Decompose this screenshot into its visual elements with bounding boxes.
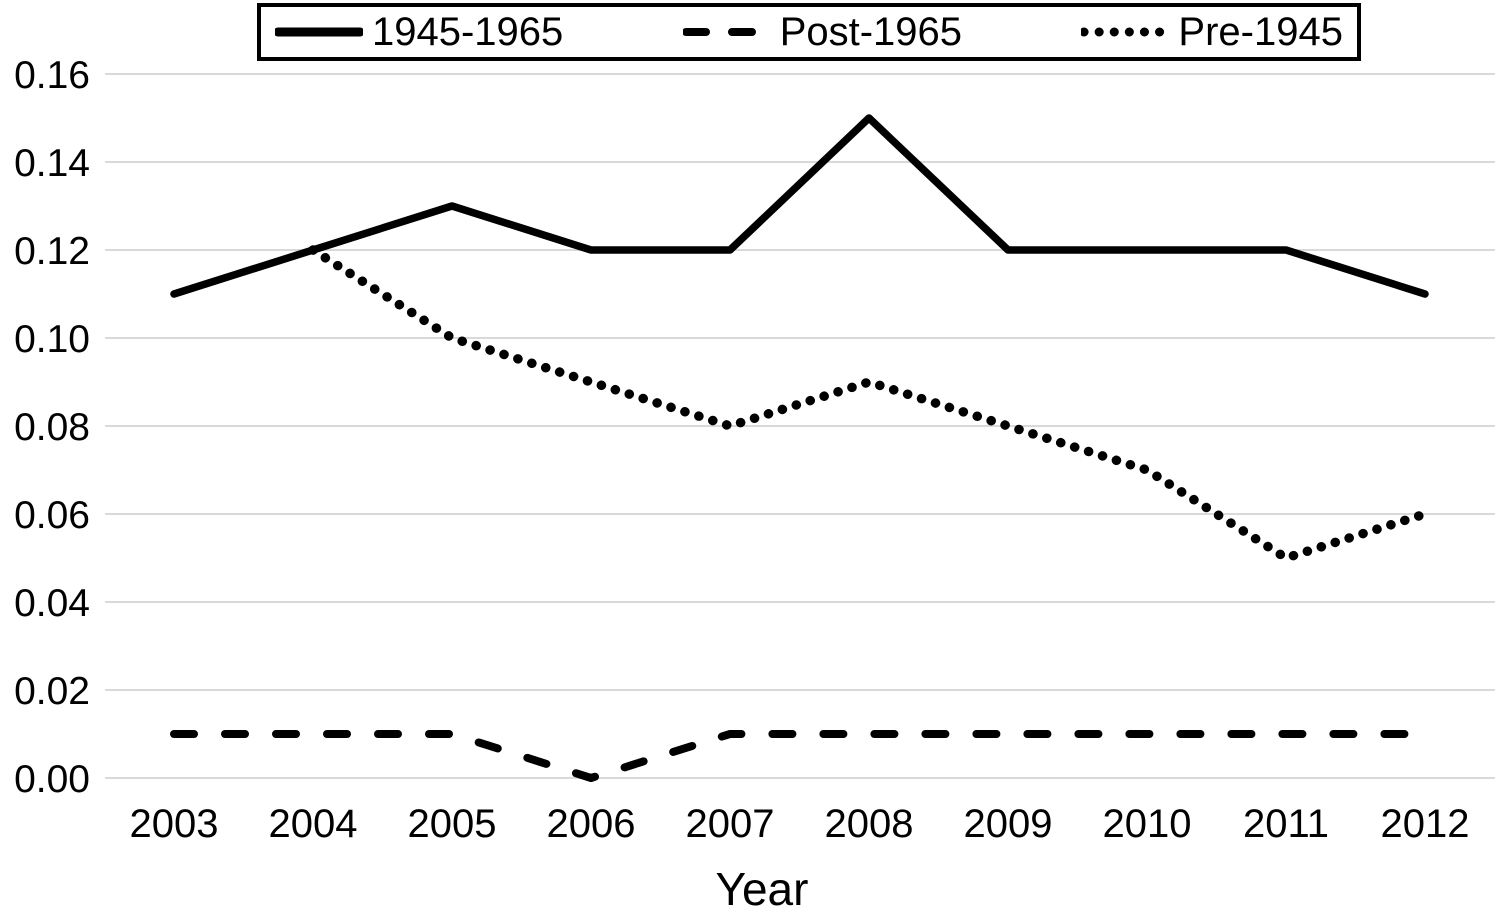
x-tick-label: 2006 xyxy=(547,802,636,846)
x-tick-label: 2011 xyxy=(1243,802,1329,846)
x-tick-label: 2012 xyxy=(1381,802,1470,846)
y-tick-label: 0.16 xyxy=(14,54,90,97)
legend-entry-pre-1945: Pre-1945 xyxy=(1081,12,1343,52)
y-tick-label: 0.12 xyxy=(14,230,90,273)
legend-label: Pre-1945 xyxy=(1178,10,1343,54)
chart-legend: 1945-1965 Post-1965 Pre-1945 xyxy=(257,3,1361,61)
legend-entry-1945-1965: 1945-1965 xyxy=(275,12,563,52)
x-tick-label: 2007 xyxy=(686,802,775,846)
y-tick-label: 0.02 xyxy=(14,670,90,713)
legend-dashed-line-sample xyxy=(682,28,771,36)
x-tick-label: 2010 xyxy=(1103,802,1192,846)
y-tick-label: 0.06 xyxy=(14,494,90,537)
series-line-1945-1965 xyxy=(170,114,1429,298)
x-tick-label: 2005 xyxy=(408,802,497,846)
legend-label: 1945-1965 xyxy=(372,10,564,54)
legend-label: Post-1965 xyxy=(779,10,963,54)
y-tick-label: 0.14 xyxy=(14,142,90,185)
x-tick-label: 2004 xyxy=(269,802,358,846)
legend-dotted-line-sample xyxy=(1081,27,1170,37)
y-tick-label: 0.00 xyxy=(14,758,90,801)
series-line-pre-1945 xyxy=(308,245,1430,563)
x-tick-label: 2003 xyxy=(130,802,219,846)
y-tick-label: 0.08 xyxy=(14,406,90,449)
y-tick-label: 0.10 xyxy=(14,318,90,361)
x-tick-label: 2009 xyxy=(964,802,1053,846)
series-line-post-1965 xyxy=(170,730,1429,782)
legend-entry-post-1965: Post-1965 xyxy=(682,10,963,54)
y-tick-label: 0.04 xyxy=(14,582,90,625)
x-axis-title: Year xyxy=(715,863,809,915)
x-tick-label: 2008 xyxy=(825,802,914,846)
legend-solid-line-sample xyxy=(275,27,363,37)
